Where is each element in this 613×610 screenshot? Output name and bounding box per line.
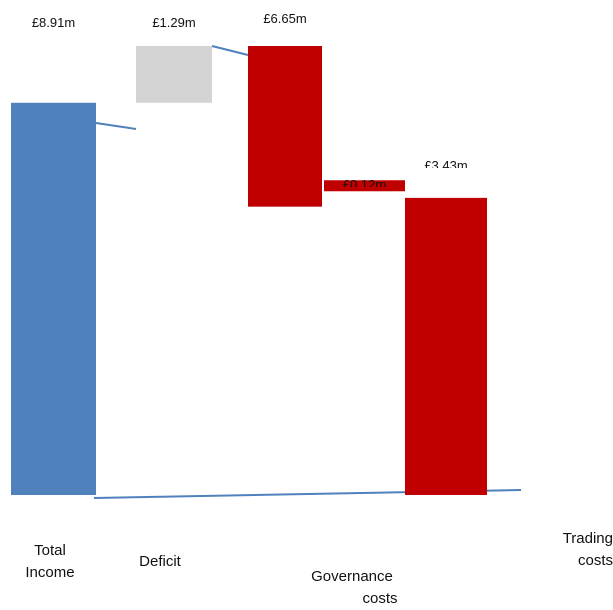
- bar-5: [405, 197, 487, 495]
- bar-value-label: £6.65m: [263, 11, 306, 26]
- bar-3: [248, 46, 322, 207]
- bar-2: [136, 46, 212, 103]
- bar-value-label: £8.91m: [32, 15, 75, 30]
- category-label: Total Income: [25, 542, 75, 581]
- bar-value-label: £3.43m: [424, 158, 467, 173]
- connector-line: [95, 122, 137, 130]
- category-label: Governance costs: [311, 568, 398, 607]
- bar-4: [324, 180, 405, 192]
- bar-value-label: £1.29m: [152, 15, 195, 30]
- bar-1: [11, 102, 96, 496]
- bar-value-label: £0.12m: [343, 177, 386, 192]
- category-label: Deficit: [139, 553, 181, 570]
- connector-line: [211, 45, 249, 56]
- category-label: Trading costs: [562, 530, 613, 569]
